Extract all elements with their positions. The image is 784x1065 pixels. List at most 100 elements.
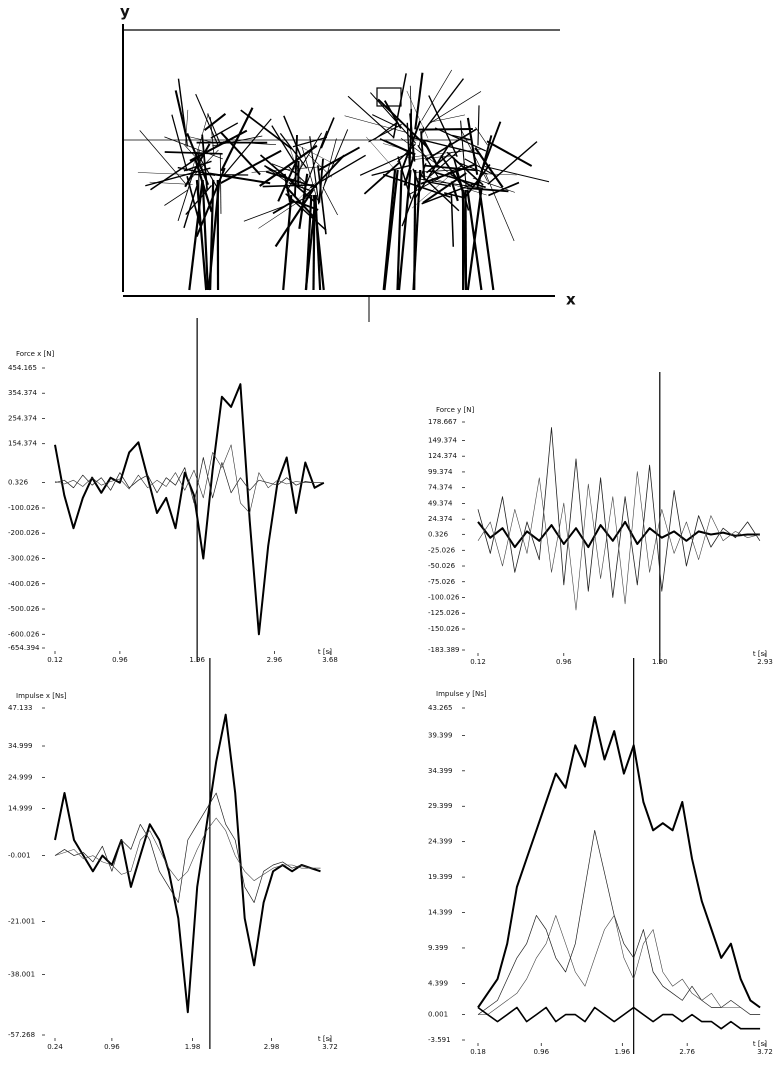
y-tick-label: 0.001: [428, 1011, 448, 1019]
x-tick-label: 2.76: [679, 1048, 695, 1056]
stick-segment: [477, 122, 501, 185]
y-tick-label: -3.591: [428, 1036, 451, 1044]
y-tick-label: 39.399: [428, 731, 453, 739]
stick-segment: [488, 142, 537, 185]
stick-segment: [487, 141, 532, 166]
chart: Force y [N] 178.667 149.374 124.374 99.374 74…: [428, 372, 773, 666]
stick-segment: [419, 129, 473, 130]
y-tick-label: -300.026: [8, 554, 40, 562]
y-tick-label: 149.374: [428, 436, 457, 444]
leg-segment: [466, 190, 467, 290]
y-tick-label: -0.001: [8, 852, 31, 860]
stick-segment: [370, 93, 415, 144]
series-line: [478, 522, 760, 547]
y-tick-label: 254.374: [8, 414, 37, 422]
x-axis-label: t [s]: [753, 1040, 767, 1048]
x-tick-label: 0.96: [556, 658, 572, 666]
y-tick-label: 14.999: [8, 805, 33, 813]
y-tick-label: 9.399: [428, 944, 448, 952]
y-tick-label: -600.026: [8, 630, 40, 638]
y-tick-label: 19.399: [428, 873, 453, 881]
y-tick-label: 124.374: [428, 452, 457, 460]
leg-segment: [414, 170, 415, 290]
y-tick-label: -57.268: [8, 1031, 35, 1039]
chart-title: Impulse y [Ns]: [436, 690, 487, 698]
stick-segment: [321, 118, 334, 149]
stick-segment: [478, 105, 479, 145]
y-tick-label: -500.026: [8, 605, 40, 613]
series-line: [55, 715, 321, 1013]
x-axis-label: x: [566, 291, 576, 309]
y-tick-label: -75.026: [428, 578, 456, 586]
y-tick-label: -50.026: [428, 562, 456, 570]
chart: Impulse x [Ns] 47.133 34.999 24.999 14.999 -0…: [8, 658, 338, 1051]
stick-segment: [324, 129, 348, 186]
x-axis-label: t [s]: [318, 1035, 332, 1043]
y-tick-label: -654.394: [8, 644, 40, 652]
x-tick-label: 1.98: [185, 1043, 201, 1051]
y-tick-label: 47.133: [8, 704, 33, 712]
y-tick-label: 43.265: [428, 704, 453, 712]
y-tick-label: 34.399: [428, 767, 453, 775]
stick-segment: [178, 173, 193, 220]
series-line: [478, 428, 760, 598]
x-tick-label: 0.12: [470, 658, 486, 666]
chart-title: Impulse x [Ns]: [16, 692, 67, 700]
y-tick-label: 99.374: [428, 468, 453, 476]
y-tick-label: 0.326: [428, 530, 449, 538]
chart-title: Force y [N]: [436, 406, 474, 414]
y-tick-label: -150.026: [428, 625, 460, 633]
y-tick-label: -100.026: [428, 594, 460, 602]
y-axis-label: y: [120, 3, 130, 21]
stick-segment: [258, 193, 311, 228]
leg-segment: [480, 190, 494, 290]
y-tick-label: -125.026: [428, 609, 460, 617]
y-tick-label: -21.001: [8, 917, 35, 925]
x-tick-label: 0.96: [104, 1043, 120, 1051]
y-tick-label: 24.399: [428, 838, 453, 846]
stick-segment: [276, 189, 314, 246]
y-tick-label: 454.165: [8, 364, 37, 372]
series-line: [478, 1008, 760, 1029]
x-tick-label: 2.96: [267, 656, 283, 664]
x-axis-label: t [s]: [753, 650, 767, 658]
stick-segment: [164, 190, 188, 206]
x-tick-label: 2.93: [757, 658, 773, 666]
chart: Impulse y [Ns]43.26539.39934.39929.39924…: [428, 658, 773, 1056]
x-tick-label: 0.12: [47, 656, 63, 664]
y-tick-label: 14.399: [428, 909, 453, 917]
y-tick-label: -400.026: [8, 580, 40, 588]
series-line: [478, 830, 760, 1014]
y-tick-label: -38.001: [8, 971, 35, 979]
y-tick-label: 24.999: [8, 773, 33, 781]
stick-segment: [220, 154, 221, 214]
stick-segment: [415, 73, 422, 130]
y-tick-label: 178.667: [428, 418, 457, 426]
chart: Force x [N] 454.165 354.374 254.374 154.374 0…: [8, 318, 338, 664]
stick-segment: [383, 144, 409, 151]
y-tick-label: 154.374: [8, 440, 37, 448]
y-tick-label: 49.374: [428, 499, 453, 507]
x-tick-label: 0.96: [533, 1048, 549, 1056]
x-axis-label: t [s]: [318, 648, 332, 656]
y-tick-label: 24.374: [428, 515, 453, 523]
y-tick-label: 0.326: [8, 479, 29, 487]
y-tick-label: 34.999: [8, 742, 33, 750]
y-tick-label: -183.389: [428, 646, 459, 654]
chart-title: Force x [N]: [16, 350, 54, 358]
stick-segment: [488, 183, 519, 196]
y-tick-label: 354.374: [8, 389, 37, 397]
x-tick-label: 0.96: [112, 656, 128, 664]
series-line: [55, 793, 321, 903]
x-tick-label: 1.96: [615, 1048, 631, 1056]
y-tick-label: 4.399: [428, 979, 448, 987]
x-tick-label: 2.98: [264, 1043, 280, 1051]
leg-segment: [384, 170, 397, 290]
stick-segment: [323, 187, 338, 215]
stick-figure-panel: y x: [120, 3, 576, 323]
y-tick-label: -100.026: [8, 504, 40, 512]
y-tick-label: 74.374: [428, 484, 453, 492]
series-line: [55, 384, 324, 634]
